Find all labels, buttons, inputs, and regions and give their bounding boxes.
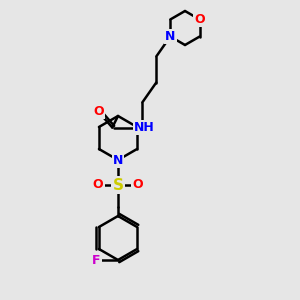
Text: N: N — [165, 30, 175, 43]
Text: NH: NH — [134, 121, 155, 134]
Text: O: O — [194, 13, 205, 26]
Text: N: N — [113, 154, 123, 166]
Text: O: O — [93, 178, 103, 191]
Text: O: O — [93, 105, 104, 118]
Text: S: S — [112, 178, 124, 193]
Text: F: F — [92, 254, 100, 266]
Text: O: O — [133, 178, 143, 191]
